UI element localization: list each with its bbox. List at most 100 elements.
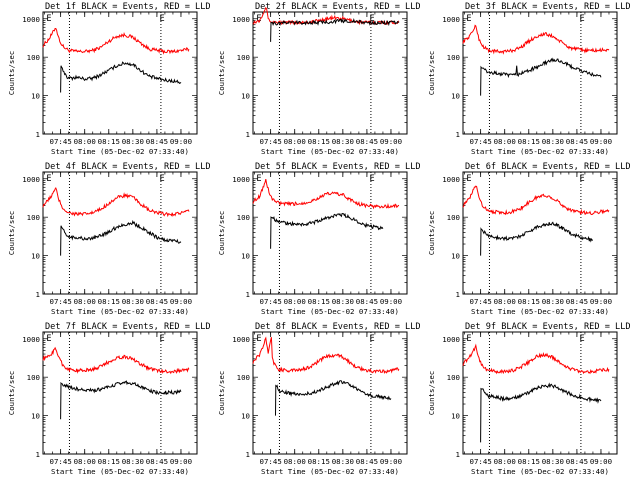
x-tick-label: 08:00 <box>284 137 306 146</box>
y-tick-label: 1000 <box>442 335 460 344</box>
y-tick-label: 10 <box>451 92 460 101</box>
y-tick-label: 100 <box>447 373 460 382</box>
y-axis-label: Counts/sec <box>427 371 436 416</box>
x-tick-label: 08:00 <box>284 297 306 306</box>
x-tick-label: 08:45 <box>146 297 168 306</box>
y-tick-label: 1 <box>246 130 250 139</box>
x-tick-label: 08:30 <box>122 457 144 466</box>
y-tick-label: 10 <box>31 412 40 421</box>
y-tick-label: 10 <box>31 92 40 101</box>
panel-title: Det 5f BLACK = Events, RED = LLD <box>255 162 421 172</box>
x-tick-label: 08:45 <box>566 297 588 306</box>
y-axis-label: Counts/sec <box>217 371 226 416</box>
event-marker-label: E <box>160 334 165 344</box>
x-tick-label: 09:00 <box>170 457 192 466</box>
x-tick-label: 07:45 <box>470 137 492 146</box>
y-axis-label: Counts/sec <box>7 51 16 96</box>
event-marker-label: E <box>46 334 51 344</box>
lld-series-line <box>462 24 610 55</box>
x-tick-label: 08:30 <box>122 297 144 306</box>
events-series-line <box>275 380 392 416</box>
events-series-line <box>480 382 602 443</box>
y-tick-label: 10 <box>451 252 460 261</box>
plot-frame <box>42 11 198 135</box>
y-tick-label: 1 <box>246 290 250 299</box>
event-marker-label: E <box>370 14 375 24</box>
x-tick-label: 07:45 <box>260 457 282 466</box>
lld-series-line <box>42 28 190 55</box>
y-tick-label: 1 <box>246 450 250 459</box>
plot-frame <box>252 171 408 295</box>
y-tick-label: 1000 <box>232 175 250 184</box>
y-tick-label: 100 <box>237 373 250 382</box>
event-marker-label: E <box>46 174 51 184</box>
y-axis-label: Counts/sec <box>7 371 16 416</box>
y-tick-label: 1 <box>456 290 460 299</box>
x-tick-label: 07:45 <box>470 297 492 306</box>
detector-panel: Det 8f BLACK = Events, RED = LLD 07:45 08:… <box>217 322 421 476</box>
events-series-line <box>60 61 182 93</box>
event-marker-label: E <box>466 174 471 184</box>
y-tick-label: 1 <box>456 450 460 459</box>
y-tick-label: 1000 <box>442 15 460 24</box>
event-marker-label: E <box>466 334 471 344</box>
x-tick-label: 08:00 <box>494 137 516 146</box>
y-tick-label: 1 <box>36 130 40 139</box>
x-tick-label: 08:15 <box>308 297 330 306</box>
x-tick-label: 07:45 <box>260 297 282 306</box>
event-marker-label: E <box>256 14 261 24</box>
x-tick-label: 08:30 <box>542 457 564 466</box>
x-tick-label: 07:45 <box>470 457 492 466</box>
x-tick-label: 08:45 <box>146 137 168 146</box>
x-tick-label: 08:15 <box>518 457 540 466</box>
x-axis-label: Start Time (05-Dec-02 07:33:40) <box>261 467 399 476</box>
x-tick-label: 07:45 <box>50 457 72 466</box>
x-tick-label: 08:45 <box>356 137 378 146</box>
y-tick-label: 10 <box>241 252 250 261</box>
x-tick-label: 08:45 <box>566 137 588 146</box>
x-tick-label: 08:15 <box>518 297 540 306</box>
x-axis-label: Start Time (05-Dec-02 07:33:40) <box>471 467 609 476</box>
y-tick-label: 1 <box>36 450 40 459</box>
x-tick-label: 08:45 <box>146 457 168 466</box>
panel-title: Det 1f BLACK = Events, RED = LLD <box>45 2 211 12</box>
y-tick-label: 10 <box>31 252 40 261</box>
plot-frame <box>252 331 408 455</box>
y-tick-label: 1000 <box>22 335 40 344</box>
lld-series-line <box>462 185 610 216</box>
x-tick-label: 08:15 <box>98 297 120 306</box>
panel-title: Det 2f BLACK = Events, RED = LLD <box>255 2 421 12</box>
x-tick-label: 08:00 <box>494 297 516 306</box>
event-marker-label: E <box>46 14 51 24</box>
y-tick-label: 1000 <box>22 175 40 184</box>
x-tick-label: 09:00 <box>590 297 612 306</box>
event-marker-label: E <box>370 174 375 184</box>
y-tick-label: 1 <box>36 290 40 299</box>
x-tick-label: 08:00 <box>74 457 96 466</box>
plot-frame <box>42 171 198 295</box>
panel-title: Det 7f BLACK = Events, RED = LLD <box>45 322 211 332</box>
event-marker-label: E <box>160 14 165 24</box>
x-tick-label: 08:30 <box>542 137 564 146</box>
x-tick-label: 09:00 <box>170 297 192 306</box>
x-tick-label: 09:00 <box>380 297 402 306</box>
y-axis-label: Counts/sec <box>7 211 16 256</box>
x-tick-label: 08:45 <box>566 457 588 466</box>
panel-title: Det 8f BLACK = Events, RED = LLD <box>255 322 421 332</box>
panel-title: Det 6f BLACK = Events, RED = LLD <box>465 162 631 172</box>
x-tick-label: 08:00 <box>494 457 516 466</box>
x-tick-label: 08:30 <box>542 297 564 306</box>
panel-title: Det 9f BLACK = Events, RED = LLD <box>465 322 631 332</box>
y-axis-label: Counts/sec <box>427 51 436 96</box>
events-series-line <box>270 17 400 42</box>
x-axis-label: Start Time (05-Dec-02 07:33:40) <box>261 147 399 156</box>
y-axis-label: Counts/sec <box>217 211 226 256</box>
x-tick-label: 08:00 <box>74 297 96 306</box>
y-tick-label: 10 <box>241 92 250 101</box>
events-series-line <box>480 57 602 96</box>
x-axis-label: Start Time (05-Dec-02 07:33:40) <box>471 147 609 156</box>
x-tick-label: 08:15 <box>308 457 330 466</box>
y-tick-label: 1000 <box>232 15 250 24</box>
